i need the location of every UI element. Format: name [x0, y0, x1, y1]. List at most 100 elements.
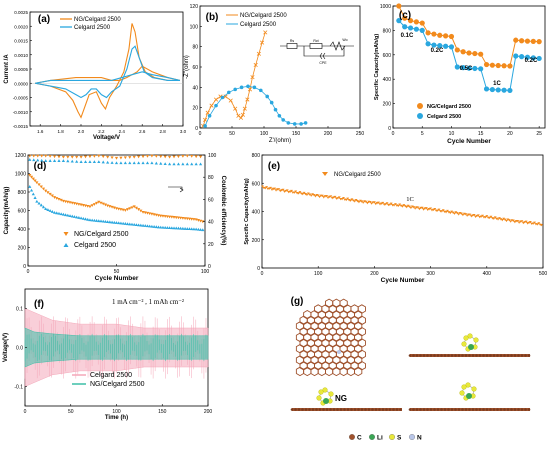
panel-d-point: [119, 161, 123, 165]
side-view-3-atom: [513, 408, 517, 411]
side-view-1-atom: [415, 354, 419, 357]
ng-hexagon: [343, 304, 352, 314]
panel-b-point: [220, 95, 225, 100]
panel-d-point: [79, 216, 83, 220]
side-view-2-atom: [388, 408, 392, 411]
panel-e-point: [521, 221, 525, 225]
side-view-1-atom: [513, 354, 517, 357]
side-view-2-atom: [395, 408, 399, 411]
panel-e-point: [309, 194, 313, 197]
panel-b-point: [203, 124, 207, 128]
panel-e-ylabel: Specific Capacity(mAh/g): [244, 178, 250, 244]
panel-c-xtick-label: 5: [421, 131, 424, 137]
panel-d-point: [181, 162, 185, 166]
panel-d-point: [68, 201, 72, 205]
panel-d-point: [110, 156, 114, 160]
panel-a-xtick-label: 1.6: [37, 129, 44, 134]
ng-hexagon: [346, 366, 356, 377]
panel-d-point: [134, 206, 139, 210]
panel-d-ytick-label: 1200: [15, 153, 26, 159]
ng-hexagon: [357, 326, 366, 337]
panel-d-point: [159, 155, 163, 159]
panel-e-point: [464, 213, 468, 216]
panel-e-point: [417, 207, 421, 211]
side-view-1-atom: [426, 354, 429, 357]
ng-hexagon: [343, 326, 352, 337]
panel-e-point: [535, 223, 539, 226]
panel-c-xlabel: Cycle Number: [447, 138, 491, 145]
panel-d-point: [156, 214, 161, 217]
panel-d-point: [117, 221, 121, 225]
panel-d-point: [187, 227, 192, 231]
panel-e-point: [292, 191, 296, 194]
side-view-1-atom: [454, 354, 457, 357]
side-view-3-atom: [489, 408, 492, 411]
panel-d-point: [152, 225, 156, 228]
panel-e-point: [298, 191, 302, 194]
side-view-2-atom: [318, 408, 322, 411]
ng-hexagon: [321, 360, 330, 371]
ng-hexagon: [354, 309, 363, 320]
panel-c-xtick-label: 20: [507, 131, 513, 137]
panel-c-point: [437, 32, 443, 38]
ng-hexagon: [325, 321, 334, 331]
panel-e-point: [316, 194, 320, 197]
panel-e-point: [274, 189, 278, 192]
panel-a-label: (a): [38, 14, 50, 25]
panel-f-ytick-label: -0.1: [14, 385, 23, 391]
ng-hexagon: [325, 343, 334, 354]
panel-c-point: [513, 37, 519, 43]
ng-hexagon: [310, 309, 319, 320]
panel-d-point: [179, 226, 183, 230]
panel-e-point: [416, 206, 420, 209]
panel-d-point: [196, 227, 200, 231]
panel-d-point: [150, 154, 154, 158]
panel-c-ylabel: Specific Capacity(mAh/g): [374, 34, 380, 100]
panel-d-ytick-label: 800: [18, 190, 27, 196]
panel-d-xtick-label: 100: [201, 269, 210, 275]
panel-a-ytick-label: 0.0010: [14, 53, 28, 58]
side-view-1-atom: [422, 354, 426, 357]
panel-a-series-blue: [34, 45, 181, 99]
panel-b-point: [247, 87, 253, 92]
panel-d-point: [57, 159, 61, 162]
side-view-1-atom: [408, 354, 412, 357]
panel-d-point: [35, 199, 39, 203]
side-view-1-atom: [517, 354, 520, 357]
panel-b-point: [209, 103, 214, 108]
side-view-3-atom: [482, 408, 485, 411]
panel-d-point: [106, 220, 110, 223]
side-view-1-atom: [412, 354, 415, 357]
ng-hexagon: [332, 298, 341, 309]
panel-d-point: [172, 155, 176, 159]
ng-hexagon: [325, 355, 334, 365]
side-view-1-atom: [506, 354, 510, 357]
side-view-3-atom: [450, 408, 454, 411]
side-view-3-atom: [485, 408, 489, 411]
panel-e-point: [364, 200, 368, 204]
panel-c-point: [431, 42, 437, 48]
panel-a-ytick-label: -0.0010: [13, 110, 29, 115]
panel-d-point: [130, 222, 134, 226]
panel-a-ytick-label: 0.0025: [14, 10, 28, 15]
side-view-2-atom: [399, 408, 402, 411]
panel-d-point: [132, 205, 136, 209]
panel-e-point: [483, 216, 487, 219]
ng-hexagon: [335, 338, 345, 348]
panel-d-point: [119, 221, 123, 225]
panel-b-point: [240, 112, 245, 117]
ng-hexagon: [306, 326, 315, 337]
panel-c-point: [419, 27, 425, 33]
ng-hexagon: [357, 349, 366, 360]
panel-d-xtick-label: 0: [27, 269, 30, 275]
panel-d-point: [110, 220, 114, 224]
panel-e-point: [493, 216, 497, 219]
panel-c-legend-swatch: [417, 103, 423, 109]
panel-e-point: [388, 203, 392, 207]
ng-hexagon: [299, 349, 308, 360]
ng-hexagon: [299, 326, 308, 337]
panel-d-point: [139, 223, 143, 227]
ng-hexagon: [343, 349, 352, 360]
panel-c-point: [443, 33, 449, 39]
panel-e-point: [448, 211, 452, 215]
